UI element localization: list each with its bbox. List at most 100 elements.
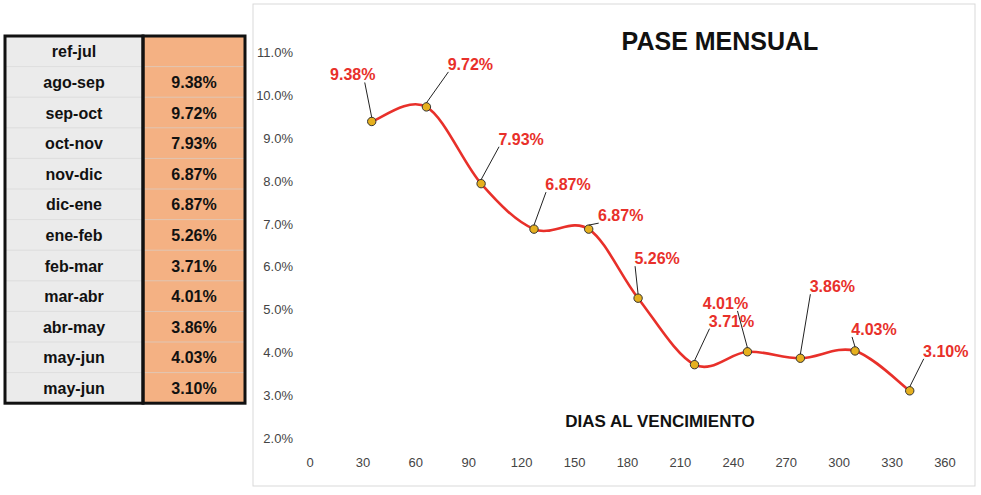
y-tick xyxy=(306,180,310,181)
y-tick-label: 5.0% xyxy=(263,302,293,317)
leader-line xyxy=(534,192,546,225)
x-tick-label: 120 xyxy=(511,455,533,470)
marker xyxy=(690,360,698,368)
data-label: 9.72% xyxy=(448,56,493,73)
leader-line xyxy=(910,359,924,387)
y-tick xyxy=(306,52,310,53)
table-value: 5.26% xyxy=(171,227,216,244)
row-line xyxy=(5,127,245,128)
x-tick xyxy=(733,438,734,442)
leader-line xyxy=(635,266,638,294)
x-tick xyxy=(415,438,416,442)
marker xyxy=(530,225,538,233)
table-border xyxy=(5,36,143,403)
table-label: may-jun xyxy=(43,380,104,397)
table-value: 3.10% xyxy=(171,380,216,397)
table-label: oct-nov xyxy=(45,135,103,152)
data-label: 5.26% xyxy=(634,250,679,267)
x-tick-label: 90 xyxy=(462,455,476,470)
row-line xyxy=(5,280,245,281)
table-value: 7.93% xyxy=(171,135,216,152)
chart-area xyxy=(253,4,975,486)
data-label: 6.87% xyxy=(598,207,643,224)
leader-line xyxy=(737,311,747,348)
table-label: mar-abr xyxy=(44,288,104,305)
table-label: abr-may xyxy=(43,319,105,336)
figure: ref-jul ago-sep 9.38% sep-oct 9.72% oct-nov 7.… xyxy=(0,0,981,495)
y-tick-label: 8.0% xyxy=(263,174,293,189)
x-tick xyxy=(680,438,681,442)
data-label: 6.87% xyxy=(545,176,590,193)
x-tick-label: 30 xyxy=(356,455,370,470)
line xyxy=(372,104,910,391)
data-label: 4.01% xyxy=(703,295,748,312)
marker xyxy=(422,103,430,111)
x-tick-label: 330 xyxy=(881,455,903,470)
y-tick xyxy=(306,395,310,396)
data-label: 4.03% xyxy=(851,321,896,338)
table-value: 9.38% xyxy=(171,74,216,91)
row-line xyxy=(5,97,245,98)
y-tick-label: 10.0% xyxy=(256,88,293,103)
x-tick xyxy=(839,438,840,442)
row-line xyxy=(5,219,245,220)
y-tick-label: 4.0% xyxy=(263,345,293,360)
table-border xyxy=(143,36,245,403)
x-tick xyxy=(892,438,893,442)
x-tick xyxy=(627,438,628,442)
y-tick xyxy=(306,352,310,353)
marker xyxy=(477,179,485,187)
y-tick xyxy=(306,94,310,95)
marker xyxy=(584,225,592,233)
data-labels: 9.38% 9.72% 7.93% 6.87% 6.87% 5.26% 3.71%4.01%… xyxy=(330,56,968,387)
x-tick xyxy=(786,438,787,442)
plot-marks xyxy=(368,103,914,395)
row-line xyxy=(5,311,245,312)
x-tick-label: 360 xyxy=(934,455,956,470)
row-line xyxy=(5,372,245,373)
y-tick-label: 6.0% xyxy=(263,259,293,274)
table-label: sep-oct xyxy=(46,105,104,122)
table-value: 4.01% xyxy=(171,288,216,305)
x-tick xyxy=(310,438,311,442)
leader-line xyxy=(426,72,448,103)
x-axis-label: DIAS AL VENCIMIENTO xyxy=(565,412,755,431)
data-label: 7.93% xyxy=(498,131,543,148)
leader-line xyxy=(852,337,855,347)
x-tick-label: 60 xyxy=(409,455,423,470)
data-label: 9.38% xyxy=(330,66,375,83)
marker xyxy=(851,347,859,355)
row-line xyxy=(5,158,245,159)
table-header: ref-jul xyxy=(52,43,96,60)
table-value: 6.87% xyxy=(171,166,216,183)
marker xyxy=(368,117,376,125)
y-tick xyxy=(306,137,310,138)
table-value: 9.72% xyxy=(171,105,216,122)
table-label: feb-mar xyxy=(45,258,104,275)
leader-line xyxy=(481,147,499,180)
table-value: 3.71% xyxy=(171,258,216,275)
y-tick-label: 2.0% xyxy=(263,431,293,446)
data-label: 3.71% xyxy=(709,313,754,330)
chart: PASE MENSUAL DIAS AL VENCIMIENTO 2.0% 3.0% 4… xyxy=(253,4,975,486)
leader-line xyxy=(695,329,710,361)
y-tick-label: 11.0% xyxy=(257,45,293,60)
y-tick xyxy=(306,309,310,310)
x-tick-label: 180 xyxy=(617,455,639,470)
x-tick-label: 210 xyxy=(670,455,692,470)
x-tick-label: 240 xyxy=(722,455,744,470)
x-tick xyxy=(362,438,363,442)
y-tick xyxy=(306,223,310,224)
row-line xyxy=(5,66,245,67)
leader-line xyxy=(365,82,372,117)
table-label: ago-sep xyxy=(43,74,105,91)
marker xyxy=(634,294,642,302)
title: PASE MENSUAL xyxy=(622,27,819,55)
row-line xyxy=(5,342,245,343)
table-label: may-jun xyxy=(43,349,104,366)
y-tick-label: 3.0% xyxy=(263,388,293,403)
table-label: dic-ene xyxy=(46,196,102,213)
table-value: 4.03% xyxy=(171,349,216,366)
marker xyxy=(796,354,804,362)
y-tick xyxy=(306,266,310,267)
